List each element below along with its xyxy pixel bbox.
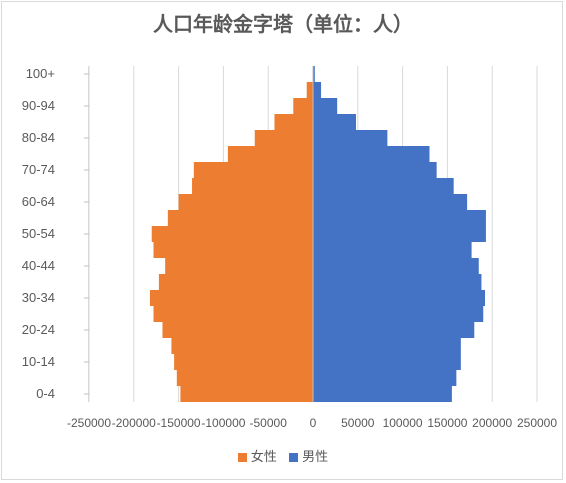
- x-tick-label: 100000: [383, 416, 423, 430]
- female-bar-70-74: [193, 162, 313, 178]
- male-bar-100+: [313, 66, 315, 82]
- x-tick-label: -50000: [250, 416, 288, 430]
- female-bar-30-34: [149, 290, 313, 306]
- legend-item-male: 男性: [289, 446, 328, 465]
- y-tick-label: 100+: [26, 66, 55, 81]
- female-bar-45-49: [153, 242, 313, 258]
- female-bar-90-94: [293, 98, 313, 114]
- y-tick-label: 70-74: [22, 162, 55, 177]
- female-bar-25-29: [153, 306, 313, 322]
- male-bar-20-24: [313, 322, 475, 338]
- y-tick-label: 30-34: [22, 290, 55, 305]
- x-tick-label: -150000: [157, 416, 201, 430]
- female-bar-65-69: [192, 178, 313, 194]
- x-tick-label: 50000: [341, 416, 375, 430]
- male-bar-60-64: [313, 194, 468, 210]
- female-bar-55-59: [167, 210, 313, 226]
- female-bar-80-84: [254, 130, 313, 146]
- legend-swatch-female: [237, 453, 247, 462]
- y-tick-label: 40-44: [22, 258, 55, 273]
- male-bar-85-89: [313, 114, 357, 130]
- legend-swatch-male: [289, 453, 299, 462]
- y-tick-label: 0-4: [36, 386, 55, 401]
- y-tick-label: 80-84: [22, 130, 55, 145]
- male-bar-90-94: [313, 98, 338, 114]
- legend-item-female: 女性: [237, 446, 277, 465]
- y-tick-label: 90-94: [22, 98, 55, 113]
- male-bar-75-79: [313, 146, 430, 162]
- x-tick-label: 0: [310, 416, 317, 430]
- male-bar-0-4: [313, 386, 452, 402]
- legend-label-male: 男性: [302, 450, 329, 465]
- female-bar-85-89: [274, 114, 313, 130]
- x-tick-label: -200000: [112, 416, 156, 430]
- chart-title: 人口年龄金字塔（单位：人）: [153, 12, 413, 36]
- male-bar-10-14: [313, 354, 461, 370]
- female-bar-40-44: [165, 258, 313, 274]
- female-bar-0-4: [180, 386, 313, 402]
- y-tick-label: 50-54: [22, 226, 55, 241]
- male-bar-5-9: [313, 370, 457, 386]
- axes: [84, 66, 314, 402]
- x-tick-labels: -250000 -200000 -150000 -100000 -50000 0 50000…: [67, 416, 557, 430]
- male-bar-65-69: [313, 178, 454, 194]
- male-bar-80-84: [313, 130, 388, 146]
- y-tick-label: 20-24: [22, 322, 55, 337]
- male-bar-15-19: [313, 338, 461, 354]
- female-bar-60-64: [178, 194, 313, 210]
- female-bar-50-54: [151, 226, 313, 242]
- male-bar-30-34: [313, 290, 486, 306]
- male-bar-45-49: [313, 242, 472, 258]
- male-bar-55-59: [313, 210, 486, 226]
- female-bar-20-24: [162, 322, 313, 338]
- legend-label-female: 女性: [250, 450, 277, 465]
- male-bar-40-44: [313, 258, 479, 274]
- male-bar-25-29: [313, 306, 484, 322]
- legend: 女性 男性: [0, 446, 566, 465]
- female-bar-10-14: [174, 354, 313, 370]
- x-tick-label: -100000: [201, 416, 245, 430]
- female-bar-15-19: [171, 338, 313, 354]
- male-bar-95-99: [313, 82, 322, 98]
- y-tick-labels: 0-4 10-14 20-24 30-34 40-44 50-54 60-64 70-74 80…: [22, 66, 55, 401]
- y-tick-label: 60-64: [22, 194, 55, 209]
- male-bar-50-54: [313, 226, 486, 242]
- male-bar-35-39: [313, 274, 482, 290]
- y-tick-label: 10-14: [22, 354, 55, 369]
- bars: [149, 66, 486, 402]
- x-tick-label: 250000: [517, 416, 557, 430]
- x-tick-label: -250000: [67, 416, 111, 430]
- x-tick-label: 150000: [427, 416, 467, 430]
- female-bar-95-99: [306, 82, 313, 98]
- female-bar-5-9: [176, 370, 313, 386]
- female-bar-35-39: [158, 274, 313, 290]
- female-bar-75-79: [227, 146, 313, 162]
- male-bar-70-74: [313, 162, 437, 178]
- x-tick-label: 200000: [472, 416, 512, 430]
